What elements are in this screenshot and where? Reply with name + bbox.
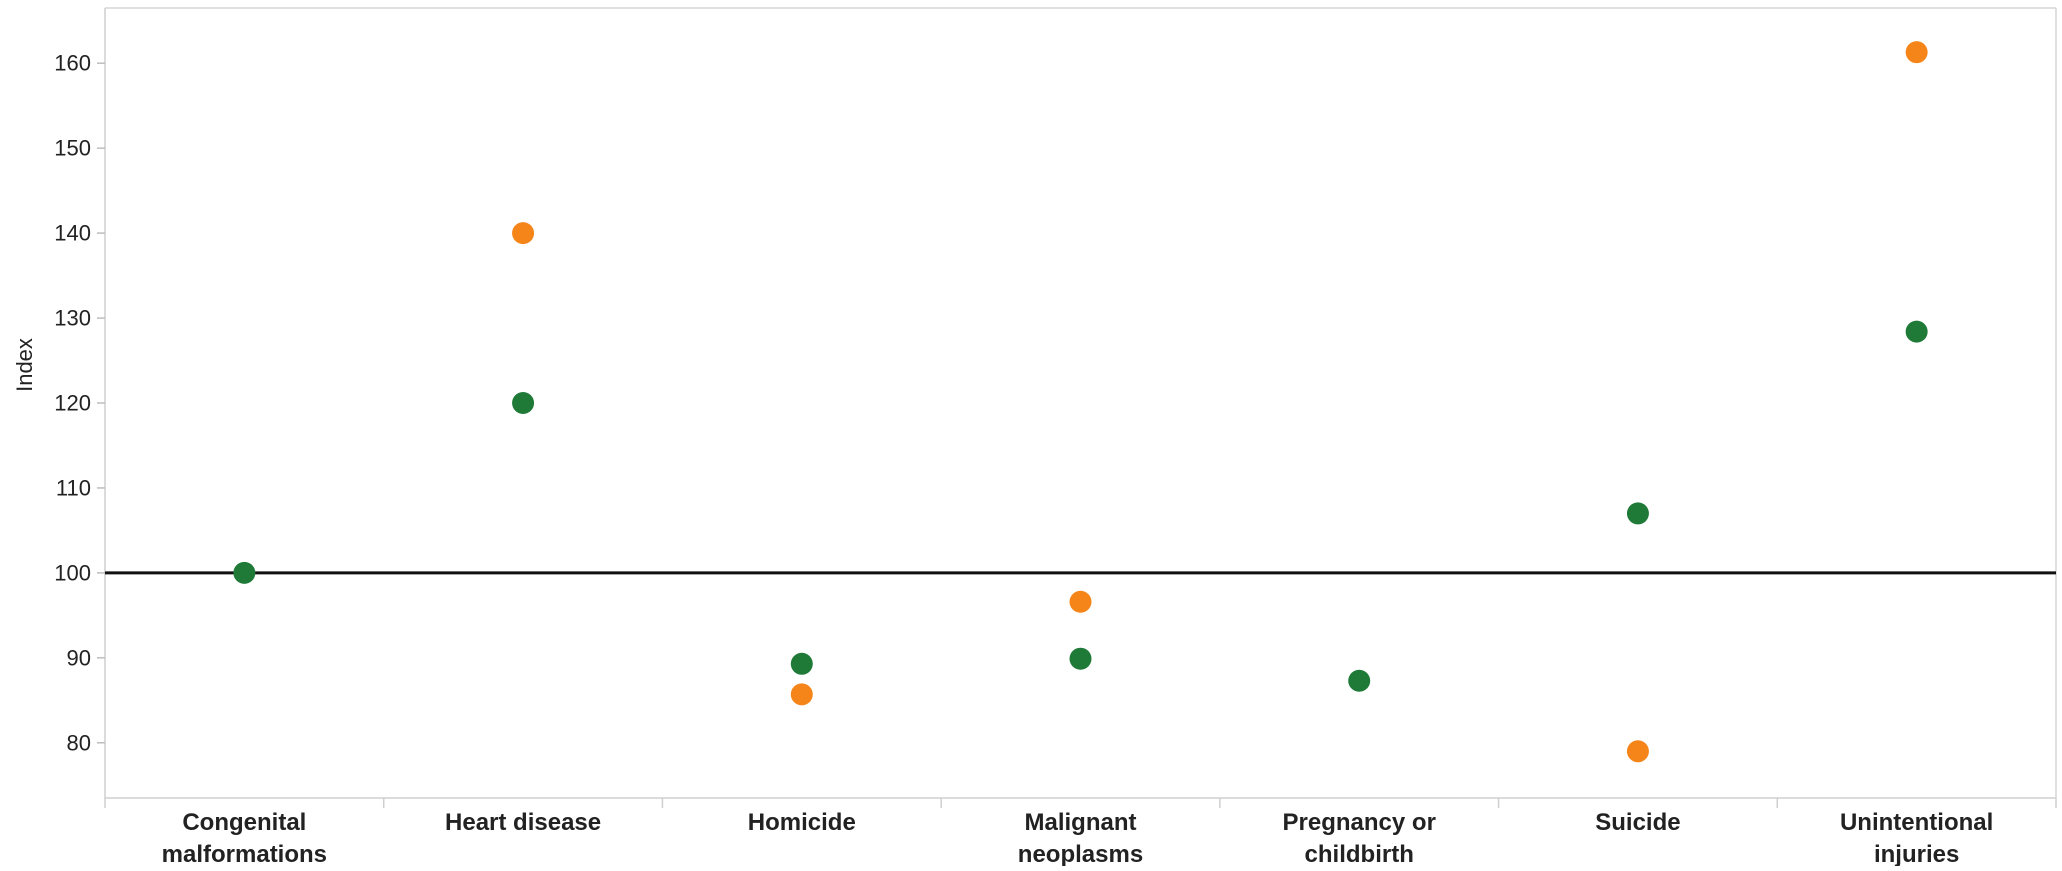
x-category-label-line: neoplasms bbox=[1018, 841, 1143, 866]
y-tick-label: 130 bbox=[54, 306, 91, 331]
x-category-label-line: Pregnancy or bbox=[1283, 809, 1436, 836]
data-point bbox=[790, 652, 813, 675]
data-point bbox=[512, 392, 535, 414]
x-category-label-line: Malignant bbox=[1025, 809, 1137, 836]
data-point bbox=[790, 683, 813, 706]
data-point bbox=[1905, 320, 1928, 343]
x-category-label: Homicide bbox=[748, 809, 856, 836]
y-axis-title: Index bbox=[12, 338, 37, 392]
data-point bbox=[1626, 740, 1649, 763]
x-category-label-line: injuries bbox=[1874, 841, 1959, 866]
data-point bbox=[1348, 669, 1371, 692]
x-category-label: Congenital malformations bbox=[162, 809, 327, 866]
data-point bbox=[233, 561, 256, 584]
x-category-label: Unintentional injuries bbox=[1840, 809, 1993, 866]
axis-labels: 80 90 100 110 120 130 140 150 160 Congenital malfo… bbox=[12, 51, 1993, 868]
x-category-label: Pregnancy or childbirth bbox=[1283, 809, 1436, 866]
x-category-label-line: malformations bbox=[162, 841, 327, 866]
x-category-label: Heart disease bbox=[445, 809, 601, 836]
data-points bbox=[233, 41, 1928, 763]
x-category-label-line: Unintentional bbox=[1840, 809, 1993, 836]
y-tick-label: 80 bbox=[67, 730, 91, 755]
y-tick-label: 120 bbox=[54, 391, 91, 416]
data-point bbox=[1069, 590, 1092, 613]
y-tick-label: 100 bbox=[54, 560, 91, 585]
y-tick-label: 140 bbox=[54, 221, 91, 246]
data-point bbox=[512, 222, 535, 245]
y-tick-label: 150 bbox=[54, 136, 91, 161]
x-category-label: Suicide bbox=[1595, 809, 1680, 836]
x-category-label-line: childbirth bbox=[1305, 841, 1414, 866]
x-category-label-line: Homicide bbox=[748, 809, 856, 836]
y-tick-label: 90 bbox=[67, 645, 91, 670]
data-point bbox=[1069, 647, 1092, 670]
data-point bbox=[1905, 41, 1928, 64]
data-point bbox=[1626, 502, 1649, 525]
x-category-label: Malignant neoplasms bbox=[1018, 809, 1143, 866]
x-category-label-line: Suicide bbox=[1595, 809, 1680, 836]
y-tick-label: 110 bbox=[56, 475, 91, 500]
x-category-label-line: Congenital bbox=[182, 809, 306, 836]
y-tick-label: 160 bbox=[54, 51, 91, 76]
axes bbox=[97, 7, 2057, 808]
x-category-label-line: Heart disease bbox=[445, 809, 601, 836]
